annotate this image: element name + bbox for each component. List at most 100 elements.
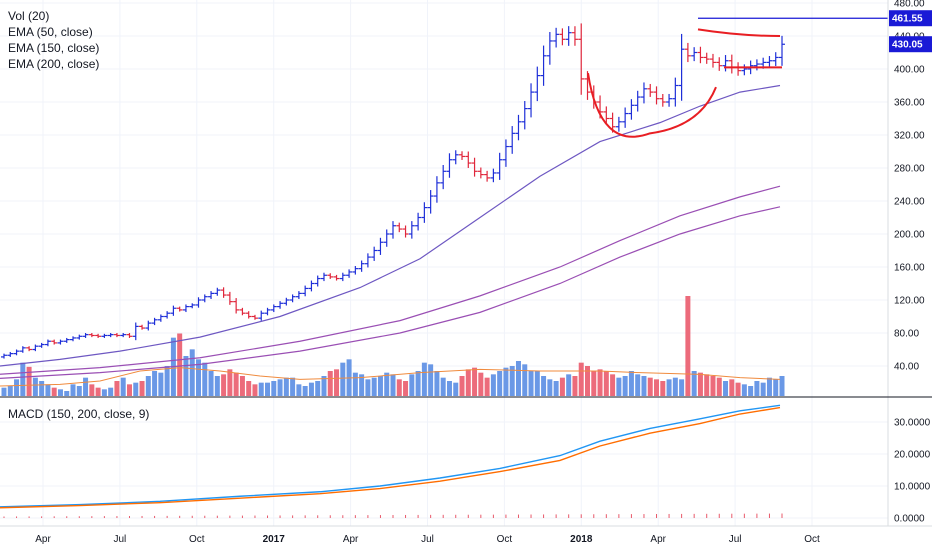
price-tick-label: 360.00	[894, 98, 925, 109]
volume-bar	[522, 364, 528, 396]
ohlc-bar	[753, 59, 760, 71]
volume-bar	[365, 379, 371, 396]
macd-tick-label: 20.0000	[894, 450, 931, 461]
volume-bar	[741, 384, 747, 396]
volume-bar	[396, 379, 402, 396]
volume-bar	[409, 374, 415, 396]
volume-bar	[221, 374, 227, 396]
ohlc-bar	[327, 273, 334, 279]
volume-bar	[57, 389, 63, 396]
volume-bar	[766, 377, 772, 396]
volume-bar	[202, 362, 208, 396]
volume-bar	[296, 384, 302, 396]
volume-bar	[340, 362, 346, 396]
volume-bar	[252, 384, 258, 396]
volume-bar	[635, 374, 641, 396]
ohlc-bar	[270, 304, 277, 313]
ema-lines	[0, 84, 781, 379]
ohlc-bar	[678, 33, 685, 101]
ohlc-bar	[502, 139, 509, 167]
volume-bar	[716, 377, 722, 396]
ohlc-bar	[565, 26, 572, 46]
ohlc-bar	[452, 150, 459, 165]
price-tick-label: 120.00	[894, 296, 925, 307]
ohlc-bar	[640, 82, 647, 104]
ohlc-bar	[76, 334, 83, 340]
ema150-line	[0, 185, 781, 375]
volume-bar	[271, 381, 277, 396]
ohlc-bar	[741, 64, 748, 76]
ohlc-bar	[477, 167, 484, 179]
ohlc-bar	[157, 314, 164, 322]
ohlc-bar	[672, 77, 679, 107]
volume-bar	[459, 376, 465, 396]
volume-bar	[246, 381, 252, 396]
ohlc-bar	[145, 320, 152, 331]
time-tick-label: 2018	[570, 534, 593, 545]
ohlc-bar	[534, 66, 541, 102]
ohlc-bar	[302, 285, 309, 297]
ohlc-bar	[603, 106, 610, 124]
volume-bar	[710, 376, 716, 396]
volume-bar	[585, 366, 590, 396]
price-badge-bg	[889, 36, 932, 53]
ohlc-bar	[82, 333, 89, 338]
volume-bar	[610, 374, 616, 396]
ohlc-bar	[377, 237, 384, 255]
volume-bar	[654, 379, 660, 396]
volume-bar	[64, 391, 70, 396]
ohlc-bar	[13, 349, 20, 356]
volume-bar	[497, 371, 503, 396]
legend-ema150: EMA (150, close)	[8, 41, 99, 55]
volume-bar	[453, 382, 459, 396]
volume-bar	[679, 379, 685, 396]
ohlc-bar	[289, 294, 296, 303]
ohlc-bar	[195, 297, 202, 308]
volume-bar	[51, 387, 57, 396]
ohlc-bar	[415, 212, 422, 231]
ohlc-bar	[421, 202, 428, 223]
volume-bar	[685, 296, 691, 396]
ohlc-bar	[515, 114, 522, 141]
ohlc-bar	[245, 311, 252, 319]
ohlc-bar	[578, 23, 585, 95]
volume-bar	[616, 377, 622, 396]
volume-bar	[227, 369, 233, 396]
ohlc-bar	[346, 269, 353, 278]
volume-bar	[352, 372, 358, 396]
ohlc-bar	[371, 246, 378, 261]
volume-bar	[572, 376, 578, 396]
price-tick-label: 40.00	[894, 362, 919, 373]
ohlc-bar	[201, 294, 208, 303]
legend-macd: MACD (150, 200, close, 9)	[8, 407, 149, 421]
ohlc-bar	[57, 339, 64, 345]
ohlc-bar	[239, 307, 246, 316]
ohlc-bar	[176, 306, 183, 312]
volume-bar	[26, 366, 32, 396]
ohlc-bar	[19, 346, 26, 353]
ohlc-bar	[277, 301, 284, 309]
volume-bar	[566, 374, 572, 396]
time-tick-label: Apr	[650, 534, 666, 545]
resistance-price-badge: 461.55	[889, 10, 932, 27]
volume-bar	[390, 374, 396, 396]
ohlc-bar	[1, 353, 7, 359]
volume-bar	[265, 382, 271, 396]
ohlc-bar	[709, 53, 716, 68]
ohlc-bar	[459, 151, 466, 160]
volume-bar	[760, 382, 766, 396]
macd-panel	[0, 404, 783, 518]
ohlc-bar	[703, 52, 710, 64]
volume-bar	[258, 382, 264, 396]
volume-bar	[164, 366, 170, 396]
ohlc-bar	[113, 333, 120, 338]
volume-bar	[108, 387, 114, 396]
volume-bar	[321, 376, 327, 396]
volume-bar	[666, 379, 672, 396]
volume-bar	[478, 372, 484, 396]
ohlc-bar	[615, 116, 622, 132]
ohlc-bar	[653, 86, 660, 105]
volume-bar	[534, 371, 540, 396]
